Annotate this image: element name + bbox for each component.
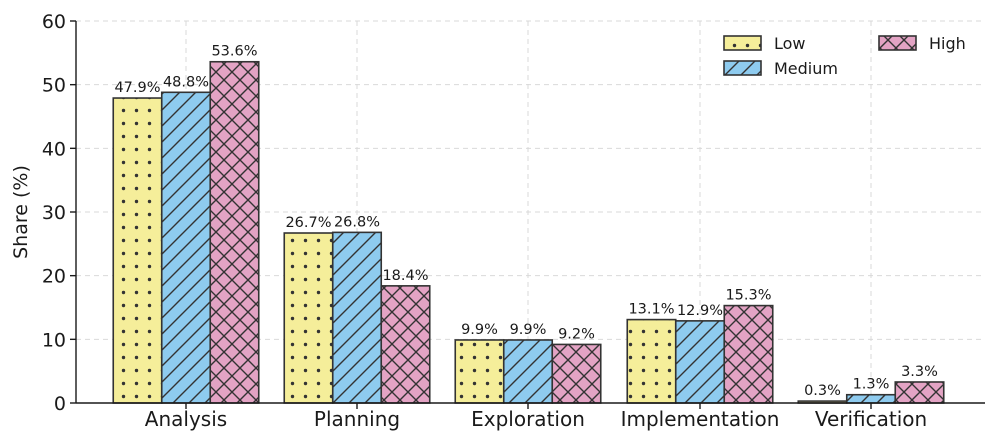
data-label-medium-implementation: 12.9% xyxy=(677,303,723,319)
legend-swatch-medium xyxy=(723,60,762,76)
data-label-high-planning: 18.4% xyxy=(382,268,428,284)
legend: Low Medium High xyxy=(723,34,966,78)
data-label-low-planning: 26.7% xyxy=(285,215,331,231)
bars xyxy=(112,60,945,404)
data-labels: 47.9% 48.8%53.6% 26.7% 26.8% 18.4% 9.9% 9.9% 9.… xyxy=(114,44,937,399)
data-label-high-implementation: 15.3% xyxy=(725,288,771,304)
bar-high-implementation xyxy=(723,304,774,404)
legend-label-low: Low xyxy=(774,34,806,53)
y-tick-label: 0 xyxy=(54,393,66,415)
bar-medium-verification xyxy=(845,393,897,404)
data-label-medium-verification: 1.3% xyxy=(853,377,890,393)
bar-low-planning xyxy=(283,232,334,404)
data-label-low-verification: 0.3% xyxy=(804,383,841,399)
bar-high-verification xyxy=(894,381,945,404)
bar-low-implementation xyxy=(626,318,677,404)
bar-high-analysis xyxy=(209,60,260,404)
x-tick-label: Verification xyxy=(815,407,927,431)
data-label-high-exploration: 9.2% xyxy=(558,326,595,342)
legend-swatch-high xyxy=(878,35,917,51)
data-label-medium-exploration: 9.9% xyxy=(510,322,547,338)
bar-medium-analysis xyxy=(160,91,212,404)
data-label-medium-analysis: 48.8% xyxy=(163,74,209,90)
x-tick-label: Planning xyxy=(314,407,400,431)
data-label-low-implementation: 13.1% xyxy=(628,302,674,318)
data-label-high-analysis: 53.6% xyxy=(211,44,257,60)
y-tick-label: 50 xyxy=(42,75,66,97)
y-tick-label: 20 xyxy=(42,266,66,288)
bar-medium-exploration xyxy=(502,339,554,404)
legend-label-high: High xyxy=(929,34,966,53)
data-label-medium-planning: 26.8% xyxy=(334,214,380,230)
x-tick-label: Analysis xyxy=(145,407,227,431)
y-tick-label: 60 xyxy=(42,11,66,33)
data-label-low-exploration: 9.9% xyxy=(461,322,498,338)
legend-swatch-low xyxy=(723,35,762,51)
bar-low-exploration xyxy=(454,339,505,404)
y-tick-label: 10 xyxy=(42,329,66,351)
x-tick-label: Implementation xyxy=(621,407,780,431)
bar-high-planning xyxy=(380,285,431,404)
data-label-high-verification: 3.3% xyxy=(901,364,938,380)
axes: 0 10 20 30 40 50 60 Analysis Planning Exploration… xyxy=(42,11,985,431)
bar-medium-planning xyxy=(331,231,383,404)
y-tick-label: 30 xyxy=(42,202,66,224)
y-tick-label: 40 xyxy=(42,138,66,160)
bar-high-exploration xyxy=(551,343,602,404)
x-tick-label: Exploration xyxy=(471,407,585,431)
data-label-low-analysis: 47.9% xyxy=(114,80,160,96)
bar-medium-implementation xyxy=(674,320,726,404)
legend-label-medium: Medium xyxy=(774,59,838,78)
bar-low-analysis xyxy=(112,97,163,404)
y-axis-title: Share (%) xyxy=(10,165,32,259)
